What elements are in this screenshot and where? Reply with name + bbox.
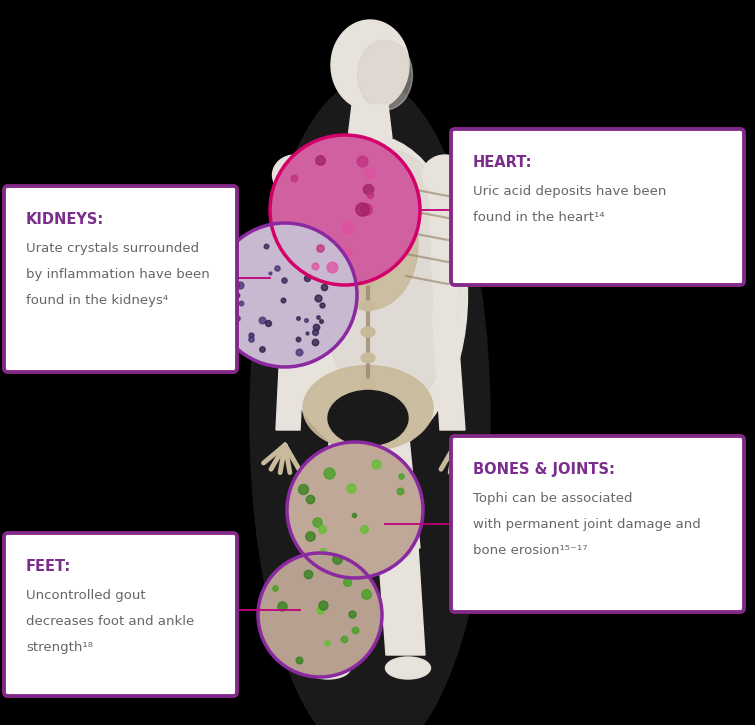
Ellipse shape — [361, 145, 375, 155]
Ellipse shape — [361, 379, 375, 389]
Text: Urate crystals surrounded: Urate crystals surrounded — [26, 242, 199, 255]
Polygon shape — [348, 105, 392, 138]
Circle shape — [213, 223, 357, 367]
Ellipse shape — [303, 365, 433, 450]
Polygon shape — [322, 428, 368, 548]
Ellipse shape — [318, 180, 418, 310]
Ellipse shape — [384, 535, 412, 559]
Text: bone erosion¹⁵⁻¹⁷: bone erosion¹⁵⁻¹⁷ — [473, 544, 587, 557]
Ellipse shape — [273, 155, 318, 195]
FancyBboxPatch shape — [4, 533, 237, 696]
Ellipse shape — [331, 20, 409, 110]
Polygon shape — [320, 546, 362, 655]
Ellipse shape — [358, 40, 412, 110]
Polygon shape — [370, 428, 420, 548]
Polygon shape — [378, 546, 425, 655]
Ellipse shape — [306, 657, 350, 679]
Polygon shape — [280, 175, 312, 310]
Ellipse shape — [361, 353, 375, 363]
Text: decreases foot and ankle: decreases foot and ankle — [26, 615, 194, 628]
Ellipse shape — [361, 249, 375, 259]
Ellipse shape — [386, 657, 430, 679]
Text: strength¹⁸: strength¹⁸ — [26, 641, 93, 654]
Ellipse shape — [320, 150, 460, 410]
Ellipse shape — [361, 275, 375, 285]
Ellipse shape — [328, 535, 356, 559]
FancyBboxPatch shape — [451, 436, 744, 612]
FancyBboxPatch shape — [451, 129, 744, 285]
Circle shape — [258, 553, 382, 677]
Text: KIDNEYS:: KIDNEYS: — [26, 212, 104, 227]
Ellipse shape — [250, 80, 490, 725]
Ellipse shape — [361, 327, 375, 337]
Text: FEET:: FEET: — [26, 559, 71, 574]
FancyBboxPatch shape — [4, 186, 237, 372]
Circle shape — [270, 135, 420, 285]
Circle shape — [287, 442, 423, 578]
Text: Uric acid deposits have been: Uric acid deposits have been — [473, 185, 667, 198]
Ellipse shape — [361, 197, 375, 207]
Ellipse shape — [423, 155, 467, 195]
Polygon shape — [432, 308, 465, 430]
Polygon shape — [428, 175, 460, 310]
Ellipse shape — [361, 223, 375, 233]
Text: by inflammation have been: by inflammation have been — [26, 268, 210, 281]
Ellipse shape — [273, 135, 467, 455]
Text: found in the kidneys⁴: found in the kidneys⁴ — [26, 294, 168, 307]
Text: BONES & JOINTS:: BONES & JOINTS: — [473, 462, 615, 477]
Ellipse shape — [361, 171, 375, 181]
Text: HEART:: HEART: — [473, 155, 532, 170]
Text: Tophi can be associated: Tophi can be associated — [473, 492, 633, 505]
Text: found in the heart¹⁴: found in the heart¹⁴ — [473, 211, 605, 224]
Text: Uncontrolled gout: Uncontrolled gout — [26, 589, 146, 602]
Ellipse shape — [328, 391, 408, 445]
Text: with permanent joint damage and: with permanent joint damage and — [473, 518, 701, 531]
Ellipse shape — [361, 301, 375, 311]
Polygon shape — [276, 308, 306, 430]
